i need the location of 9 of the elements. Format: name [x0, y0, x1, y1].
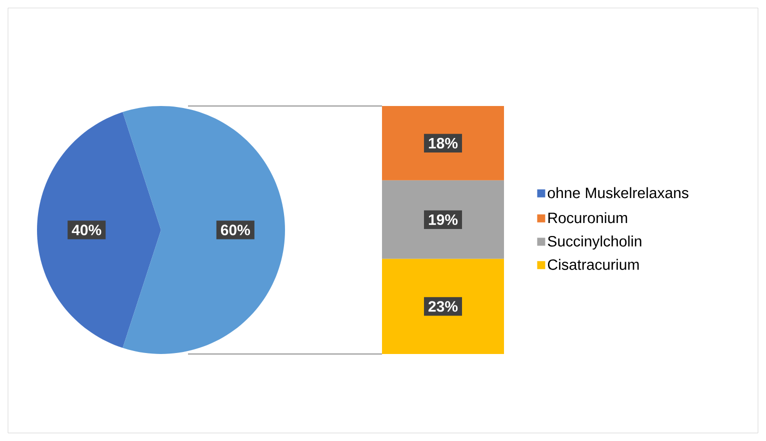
legend-label: Rocuronium — [548, 212, 628, 224]
data-label: 40% — [72, 224, 102, 236]
legend-label: Cisatracurium — [548, 258, 639, 270]
legend-label: ohne Muskelrelaxans — [548, 187, 688, 198]
data-label: 60% — [220, 224, 250, 236]
data-label: 18% — [428, 138, 458, 148]
data-label: 23% — [428, 301, 458, 312]
data-label: 19% — [428, 214, 458, 225]
legend-label: Succinylcholin — [548, 236, 642, 250]
